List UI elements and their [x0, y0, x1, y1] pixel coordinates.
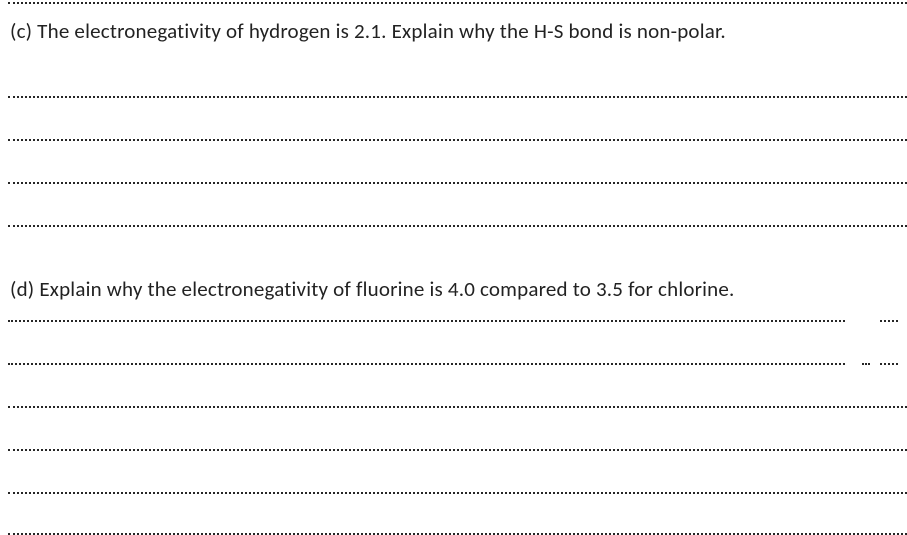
- answer-line-d-2-frag-2: [880, 363, 898, 365]
- answer-line-c-2: [8, 139, 907, 141]
- question-c: (c) The electronegativity of hydrogen is…: [10, 18, 726, 44]
- question-d: (d) Explain why the electronegativity of…: [10, 276, 735, 302]
- answer-line-d-3: [8, 406, 907, 408]
- answer-line-c-3: [8, 182, 907, 184]
- answer-line-d-1: [8, 320, 845, 322]
- answer-line-d-4: [8, 449, 907, 451]
- answer-line-c-4: [8, 225, 907, 227]
- answer-line-d-1-frag-1: [880, 320, 898, 322]
- question-d-label: (d): [10, 276, 34, 302]
- answer-line-d-2-frag-1: [862, 363, 870, 365]
- answer-line-d-5: [8, 492, 907, 494]
- question-c-label: (c): [10, 18, 32, 44]
- question-d-text: Explain why the electronegativity of flu…: [39, 276, 734, 302]
- top-dotted-rule: [8, 2, 907, 4]
- answer-line-c-1: [8, 96, 907, 98]
- answer-line-d-2: [8, 363, 845, 365]
- question-c-text: The electronegativity of hydrogen is 2.1…: [37, 18, 726, 44]
